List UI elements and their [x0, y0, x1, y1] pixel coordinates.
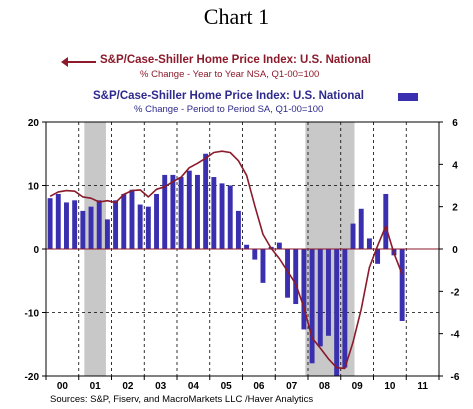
bar	[186, 170, 192, 249]
bar	[366, 238, 372, 249]
bar	[47, 198, 53, 249]
x-tick-label: 11	[417, 381, 428, 392]
x-tick-label: 01	[90, 381, 102, 392]
bar	[301, 249, 307, 330]
left-tick-label: 10	[28, 182, 40, 193]
right-tick-label: 0	[452, 245, 458, 256]
chart-title: Chart 1	[203, 4, 270, 29]
legend-series2-subtitle: % Change - Period to Period SA, Q1-00=10…	[134, 104, 324, 115]
bar	[244, 244, 250, 249]
bar	[293, 249, 299, 305]
bar	[170, 174, 176, 249]
right-tick-label: -2	[451, 287, 460, 298]
left-tick-label: 0	[33, 245, 39, 256]
x-tick-label: 03	[155, 381, 167, 392]
right-tick-label: -4	[451, 330, 460, 341]
bar	[203, 153, 209, 249]
bar	[350, 223, 356, 249]
bar	[219, 183, 225, 249]
bar	[178, 177, 184, 249]
bar	[326, 249, 331, 336]
bar	[399, 249, 405, 321]
legend-series1-title: S&P/Case-Shiller Home Price Index: U.S. …	[100, 54, 371, 66]
bar	[80, 210, 86, 249]
bar	[113, 200, 119, 249]
bar	[211, 177, 217, 249]
x-tick-label: 10	[384, 381, 396, 392]
bar	[375, 249, 381, 264]
bar	[276, 242, 282, 249]
bar	[235, 210, 241, 249]
bar	[383, 193, 389, 249]
x-tick-label: 06	[253, 381, 265, 392]
x-tick-label: 00	[57, 381, 69, 392]
x-tick-label: 04	[188, 381, 200, 392]
bar	[137, 204, 143, 249]
bar	[358, 208, 364, 249]
bar	[72, 200, 78, 249]
bar	[309, 249, 315, 364]
bar	[317, 249, 323, 347]
bar	[96, 200, 102, 249]
x-tick-label: 08	[319, 381, 331, 392]
bar	[121, 193, 127, 249]
bar	[260, 249, 266, 283]
right-tick-label: 2	[452, 203, 458, 214]
bar	[252, 249, 258, 260]
legend-line-swatch	[61, 57, 96, 67]
bar	[154, 193, 159, 249]
bar	[342, 249, 348, 368]
right-tick-label: 6	[452, 118, 458, 129]
source-note: Sources: S&P, Fiserv, and MacroMarkets L…	[50, 394, 314, 405]
legend-series1-subtitle: % Change - Year to Year NSA, Q1-00=100	[140, 69, 320, 80]
left-tick-label: -10	[25, 309, 40, 320]
bar	[88, 206, 94, 249]
bar	[227, 185, 233, 249]
right-tick-label: -6	[451, 372, 460, 383]
bar	[334, 249, 340, 376]
bar	[285, 249, 290, 298]
bar	[55, 193, 61, 249]
bar	[104, 219, 110, 249]
legend-bar-swatch	[398, 93, 418, 101]
bar	[195, 174, 200, 249]
left-tick-label: 20	[28, 118, 40, 129]
left-tick-label: -20	[25, 372, 40, 383]
x-tick-label: 07	[286, 381, 298, 392]
bar	[145, 206, 151, 249]
bar	[64, 202, 69, 249]
right-tick-label: 4	[452, 160, 458, 171]
x-tick-label: 02	[122, 381, 134, 392]
x-tick-label: 09	[352, 381, 364, 392]
legend-series2-title: S&P/Case-Shiller Home Price Index: U.S. …	[93, 90, 364, 102]
yoy-line	[49, 150, 403, 370]
bar	[162, 174, 168, 249]
x-tick-label: 05	[221, 381, 233, 392]
bar	[129, 189, 135, 249]
